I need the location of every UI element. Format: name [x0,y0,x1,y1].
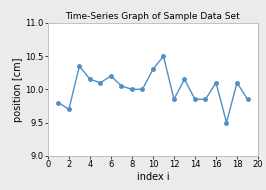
Title: Time-Series Graph of Sample Data Set: Time-Series Graph of Sample Data Set [66,12,240,21]
X-axis label: index i: index i [137,172,169,182]
Y-axis label: position [cm]: position [cm] [13,57,23,122]
